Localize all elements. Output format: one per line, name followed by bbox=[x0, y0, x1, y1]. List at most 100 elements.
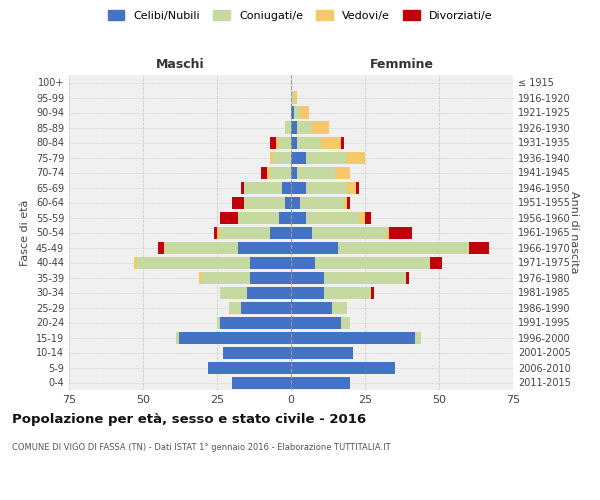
Bar bbox=[415, 332, 421, 344]
Bar bbox=[300, 196, 344, 208]
Bar bbox=[134, 256, 137, 268]
Bar bbox=[341, 316, 350, 328]
Bar bbox=[306, 182, 347, 194]
Bar bbox=[291, 256, 314, 268]
Bar bbox=[291, 122, 297, 134]
Bar bbox=[244, 196, 285, 208]
Bar bbox=[250, 272, 291, 283]
Bar bbox=[291, 316, 341, 328]
Bar bbox=[312, 122, 329, 134]
Bar bbox=[469, 242, 490, 254]
Bar bbox=[291, 332, 415, 344]
Bar bbox=[273, 152, 291, 164]
Bar bbox=[282, 182, 291, 194]
Bar bbox=[220, 212, 238, 224]
Bar bbox=[338, 242, 469, 254]
Y-axis label: Anni di nascita: Anni di nascita bbox=[569, 191, 579, 274]
Bar bbox=[406, 272, 409, 283]
Bar bbox=[244, 182, 282, 194]
Bar bbox=[294, 106, 300, 118]
Text: Maschi: Maschi bbox=[155, 58, 205, 70]
Bar bbox=[294, 92, 297, 104]
Bar bbox=[220, 286, 247, 298]
Bar bbox=[268, 166, 270, 178]
Bar bbox=[208, 362, 291, 374]
Bar bbox=[291, 272, 323, 283]
Bar bbox=[297, 136, 320, 148]
Bar bbox=[323, 286, 371, 298]
Bar bbox=[262, 166, 268, 178]
Bar bbox=[291, 286, 323, 298]
Bar bbox=[291, 182, 306, 194]
Bar bbox=[300, 106, 309, 118]
Bar bbox=[250, 256, 291, 268]
Bar bbox=[314, 256, 430, 268]
Bar bbox=[285, 122, 291, 134]
Bar bbox=[279, 136, 291, 148]
Bar bbox=[297, 166, 335, 178]
Bar bbox=[241, 302, 291, 314]
Bar bbox=[344, 196, 347, 208]
Bar bbox=[137, 256, 250, 268]
Bar bbox=[291, 92, 294, 104]
Bar bbox=[341, 136, 344, 148]
Bar bbox=[291, 106, 294, 118]
Bar bbox=[291, 152, 306, 164]
Bar bbox=[179, 332, 291, 344]
Bar bbox=[291, 212, 306, 224]
Bar bbox=[232, 196, 244, 208]
Bar bbox=[164, 242, 238, 254]
Bar bbox=[297, 122, 312, 134]
Bar bbox=[365, 212, 371, 224]
Text: Popolazione per età, sesso e stato civile - 2016: Popolazione per età, sesso e stato civil… bbox=[12, 412, 366, 426]
Bar bbox=[320, 136, 341, 148]
Bar bbox=[199, 272, 202, 283]
Bar bbox=[229, 302, 241, 314]
Bar bbox=[247, 286, 291, 298]
Bar bbox=[291, 242, 338, 254]
Bar bbox=[312, 226, 386, 238]
Bar bbox=[386, 226, 389, 238]
Bar bbox=[389, 226, 412, 238]
Bar bbox=[232, 376, 291, 388]
Bar bbox=[276, 136, 279, 148]
Bar bbox=[291, 346, 353, 358]
Bar bbox=[291, 196, 300, 208]
Bar bbox=[371, 286, 374, 298]
Bar bbox=[335, 166, 350, 178]
Bar bbox=[347, 182, 356, 194]
Bar bbox=[270, 152, 273, 164]
Bar bbox=[217, 226, 220, 238]
Bar bbox=[356, 182, 359, 194]
Bar bbox=[291, 226, 312, 238]
Bar bbox=[291, 136, 297, 148]
Bar bbox=[347, 196, 350, 208]
Bar bbox=[279, 212, 291, 224]
Bar bbox=[176, 332, 179, 344]
Bar bbox=[306, 212, 359, 224]
Bar bbox=[359, 212, 365, 224]
Bar bbox=[241, 182, 244, 194]
Bar bbox=[238, 242, 291, 254]
Bar bbox=[202, 272, 250, 283]
Bar bbox=[285, 196, 291, 208]
Legend: Celibi/Nubili, Coniugati/e, Vedovi/e, Divorziati/e: Celibi/Nubili, Coniugati/e, Vedovi/e, Di… bbox=[103, 6, 497, 25]
Bar bbox=[220, 226, 270, 238]
Bar bbox=[270, 226, 291, 238]
Text: COMUNE DI VIGO DI FASSA (TN) - Dati ISTAT 1° gennaio 2016 - Elaborazione TUTTITA: COMUNE DI VIGO DI FASSA (TN) - Dati ISTA… bbox=[12, 442, 391, 452]
Bar bbox=[347, 152, 365, 164]
Text: Femmine: Femmine bbox=[370, 58, 434, 70]
Bar bbox=[291, 166, 297, 178]
Bar bbox=[214, 226, 217, 238]
Y-axis label: Fasce di età: Fasce di età bbox=[20, 200, 30, 266]
Bar bbox=[217, 316, 220, 328]
Bar bbox=[323, 272, 406, 283]
Bar bbox=[291, 302, 332, 314]
Bar bbox=[291, 376, 350, 388]
Bar bbox=[238, 212, 279, 224]
Bar bbox=[270, 136, 276, 148]
Bar bbox=[270, 166, 291, 178]
Bar bbox=[223, 346, 291, 358]
Bar bbox=[306, 152, 347, 164]
Bar bbox=[220, 316, 291, 328]
